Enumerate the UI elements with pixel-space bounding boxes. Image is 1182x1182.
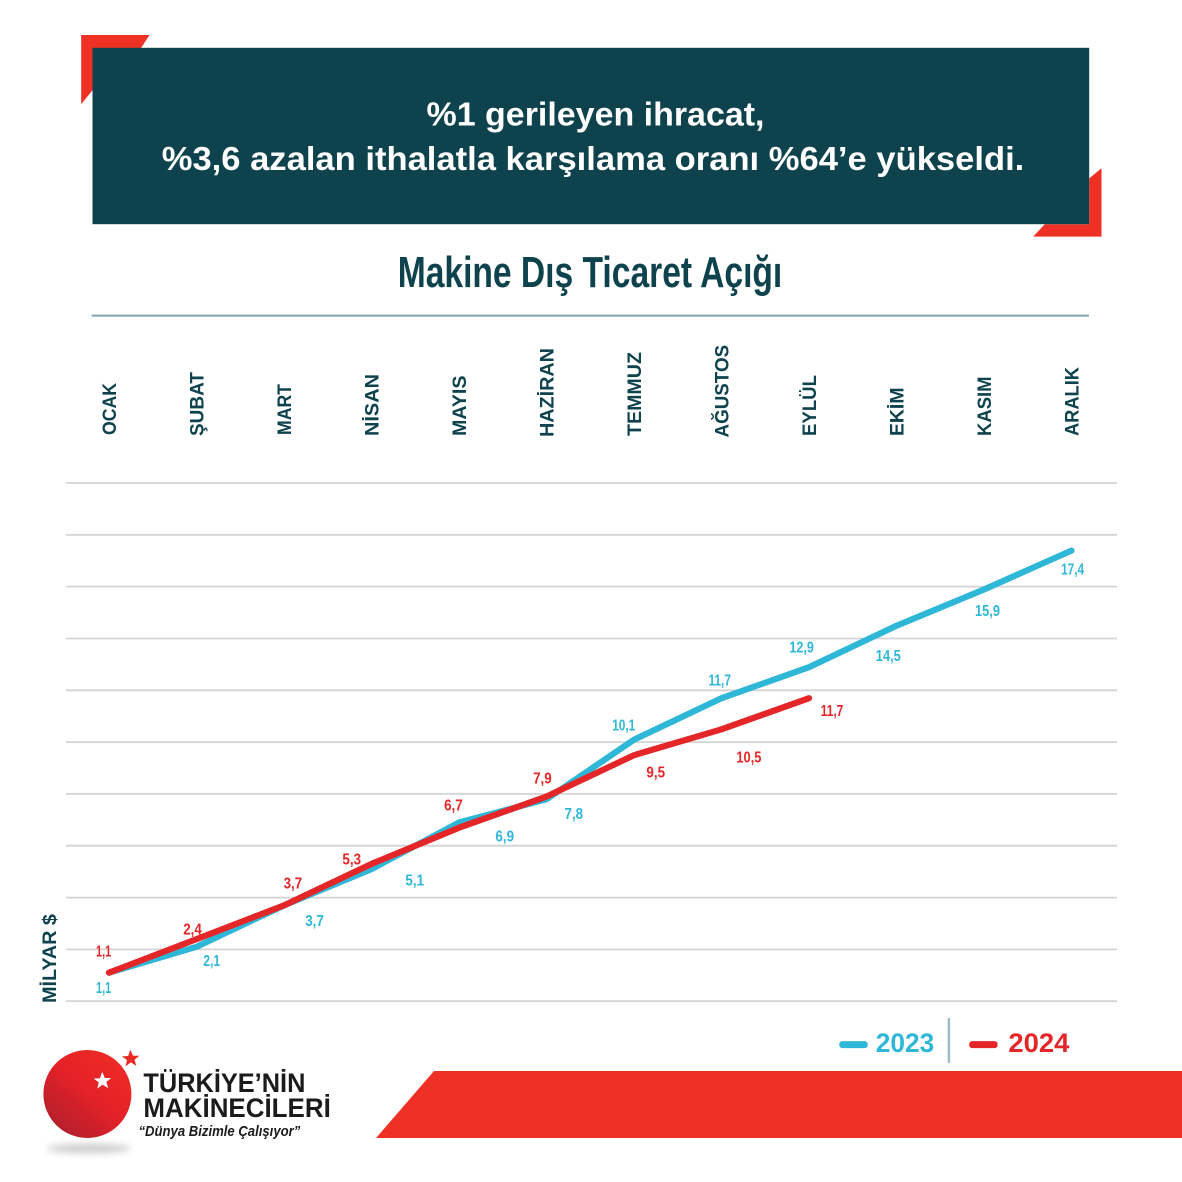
svg-text:%1 gerileyen ihracat,: %1 gerileyen ihracat, [427, 97, 765, 133]
svg-text:1,1: 1,1 [96, 979, 111, 997]
svg-text:3,7: 3,7 [305, 913, 324, 930]
svg-text:OCAK: OCAK [98, 382, 120, 435]
svg-text:MART: MART [273, 384, 295, 435]
svg-text:AĞUSTOS: AĞUSTOS [711, 345, 733, 438]
svg-text:2023: 2023 [876, 1028, 934, 1058]
svg-text:KASIM: KASIM [974, 376, 995, 436]
svg-text:“Dünya Bizimle Çalışıyor”: “Dünya Bizimle Çalışıyor” [139, 1122, 302, 1139]
svg-text:EKİM: EKİM [888, 388, 909, 436]
svg-text:12,9: 12,9 [789, 639, 813, 657]
svg-text:5,3: 5,3 [342, 851, 361, 868]
svg-text:EYLÜL: EYLÜL [799, 375, 820, 436]
svg-text:MAYIS: MAYIS [450, 375, 471, 436]
svg-text:2024: 2024 [1008, 1028, 1069, 1057]
svg-text:TÜRKİYE’NİN: TÜRKİYE’NİN [143, 1067, 305, 1098]
svg-text:%3,6 azalan ithalatla karşılam: %3,6 azalan ithalatla karşılama oranı %6… [162, 141, 1025, 178]
svg-text:10,1: 10,1 [612, 716, 635, 734]
svg-text:15,9: 15,9 [975, 603, 1000, 621]
svg-text:14,5: 14,5 [876, 648, 901, 666]
svg-text:TEMMUZ: TEMMUZ [625, 352, 646, 436]
svg-text:MAKİNECİLERİ: MAKİNECİLERİ [143, 1093, 330, 1124]
svg-text:5,1: 5,1 [405, 873, 424, 890]
svg-text:10,5: 10,5 [736, 749, 761, 767]
svg-text:6,7: 6,7 [444, 797, 463, 814]
svg-text:11,7: 11,7 [708, 671, 731, 689]
svg-text:17,4: 17,4 [1061, 560, 1084, 578]
svg-text:11,7: 11,7 [821, 701, 844, 719]
svg-text:MİLYAR $: MİLYAR $ [38, 914, 60, 1003]
svg-text:3,7: 3,7 [284, 875, 303, 892]
svg-text:HAZİRAN: HAZİRAN [536, 348, 559, 437]
svg-text:7,9: 7,9 [533, 771, 552, 788]
svg-text:NİSAN: NİSAN [361, 374, 383, 436]
svg-text:2,4: 2,4 [183, 921, 202, 938]
svg-text:9,5: 9,5 [646, 764, 665, 781]
svg-text:2,1: 2,1 [203, 953, 220, 971]
svg-text:ARALIK: ARALIK [1061, 367, 1082, 436]
svg-text:7,8: 7,8 [565, 806, 584, 823]
svg-text:1,1: 1,1 [96, 943, 111, 961]
svg-text:ŞUBAT: ŞUBAT [187, 372, 208, 436]
svg-text:Makine Dış Ticaret Açığı: Makine Dış Ticaret Açığı [398, 249, 783, 297]
svg-text:6,9: 6,9 [495, 828, 514, 845]
